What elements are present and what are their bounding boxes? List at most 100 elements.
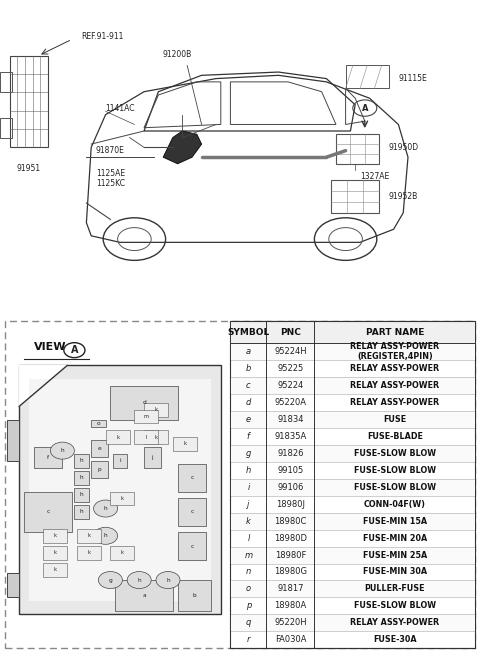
Text: p: p (246, 601, 251, 610)
Text: h: h (137, 578, 141, 582)
Text: n: n (246, 567, 251, 576)
Text: g: g (108, 578, 112, 582)
Bar (10, 56, 48, 147)
Bar (230, 546, 475, 563)
Bar (230, 513, 475, 530)
Bar (110, 491, 134, 505)
Bar (144, 403, 168, 417)
Text: A: A (71, 345, 78, 355)
Bar (230, 411, 475, 428)
Bar (7, 420, 19, 461)
Bar (19, 365, 221, 614)
Text: e: e (246, 415, 251, 424)
Bar (24, 491, 72, 533)
Text: k: k (121, 496, 124, 501)
Bar (134, 430, 158, 444)
Bar (346, 66, 389, 88)
Bar (230, 479, 475, 496)
Text: FUSE-SLOW BLOW: FUSE-SLOW BLOW (354, 483, 436, 492)
Text: A: A (361, 103, 368, 113)
Text: i: i (247, 483, 250, 492)
Text: m: m (244, 551, 252, 559)
Text: a: a (142, 593, 146, 598)
Text: 18980D: 18980D (274, 534, 307, 542)
Text: FUSE-BLADE: FUSE-BLADE (367, 432, 423, 441)
Text: FUSE-SLOW BLOW: FUSE-SLOW BLOW (354, 601, 436, 610)
Bar (336, 134, 379, 164)
Text: FUSE-SLOW BLOW: FUSE-SLOW BLOW (354, 449, 436, 458)
Text: 99106: 99106 (277, 483, 303, 492)
Text: a: a (246, 347, 251, 356)
Text: 91835A: 91835A (274, 432, 307, 441)
Text: k: k (183, 441, 186, 446)
Text: h: h (80, 510, 84, 514)
Bar (230, 377, 475, 394)
Text: 95220H: 95220H (274, 618, 307, 627)
Bar (0, 72, 12, 92)
Text: 95225: 95225 (277, 364, 303, 373)
Text: r: r (247, 635, 250, 645)
Text: 91950D: 91950D (389, 143, 419, 152)
Text: FUSE-MIN 20A: FUSE-MIN 20A (363, 534, 427, 542)
Bar (7, 573, 19, 597)
Text: k: k (155, 407, 157, 412)
Text: FUSE-30A: FUSE-30A (373, 635, 417, 645)
Bar (0, 118, 12, 138)
Text: j: j (247, 500, 250, 509)
Text: b: b (192, 593, 196, 598)
Text: h: h (166, 578, 170, 582)
Text: d: d (142, 400, 146, 405)
Text: f: f (47, 455, 49, 460)
Text: c: c (246, 381, 251, 390)
Circle shape (127, 572, 151, 589)
Text: c: c (191, 510, 193, 514)
Text: 91870E: 91870E (96, 146, 125, 155)
Bar (331, 180, 379, 213)
Text: 1141AC: 1141AC (106, 103, 135, 113)
Text: g: g (246, 449, 251, 458)
Text: FUSE-MIN 15A: FUSE-MIN 15A (363, 517, 427, 526)
Bar (74, 505, 89, 519)
Text: e: e (98, 447, 101, 451)
Circle shape (98, 572, 122, 589)
Text: m: m (144, 414, 149, 419)
Bar (230, 343, 475, 360)
Text: PNC: PNC (280, 328, 301, 337)
Bar (230, 321, 475, 648)
Text: 91115E: 91115E (398, 74, 427, 83)
Text: k: k (54, 533, 57, 538)
Text: j: j (152, 455, 153, 460)
Text: k: k (54, 567, 57, 572)
Bar (106, 430, 130, 444)
Bar (77, 546, 101, 559)
Text: h: h (80, 476, 84, 480)
Bar (34, 447, 62, 468)
Text: 91817: 91817 (277, 584, 304, 593)
Bar (178, 464, 206, 491)
Text: 1125AE: 1125AE (96, 169, 125, 178)
Text: c: c (191, 544, 193, 548)
Text: k: k (246, 517, 251, 526)
Text: k: k (155, 434, 157, 440)
Bar (29, 379, 211, 601)
Text: 18980G: 18980G (274, 567, 307, 576)
Text: k: k (121, 550, 124, 555)
Text: 18980C: 18980C (274, 517, 307, 526)
Bar (115, 580, 173, 610)
Text: FUSE-MIN 30A: FUSE-MIN 30A (363, 567, 427, 576)
Text: REF.91-911: REF.91-911 (82, 31, 124, 41)
Text: 1125KC: 1125KC (96, 179, 125, 188)
Text: 95224: 95224 (277, 381, 303, 390)
Circle shape (50, 442, 74, 459)
Text: RELAY ASSY-POWER: RELAY ASSY-POWER (350, 381, 439, 390)
Text: RELAY ASSY-POWER: RELAY ASSY-POWER (350, 618, 439, 627)
Text: 91952B: 91952B (389, 192, 418, 201)
Bar (178, 533, 206, 559)
Bar (43, 529, 67, 542)
Bar (91, 461, 108, 478)
Bar (74, 454, 89, 468)
Text: h: h (104, 533, 108, 538)
Bar (77, 529, 101, 542)
Bar (230, 321, 475, 343)
Text: 18980F: 18980F (275, 551, 306, 559)
